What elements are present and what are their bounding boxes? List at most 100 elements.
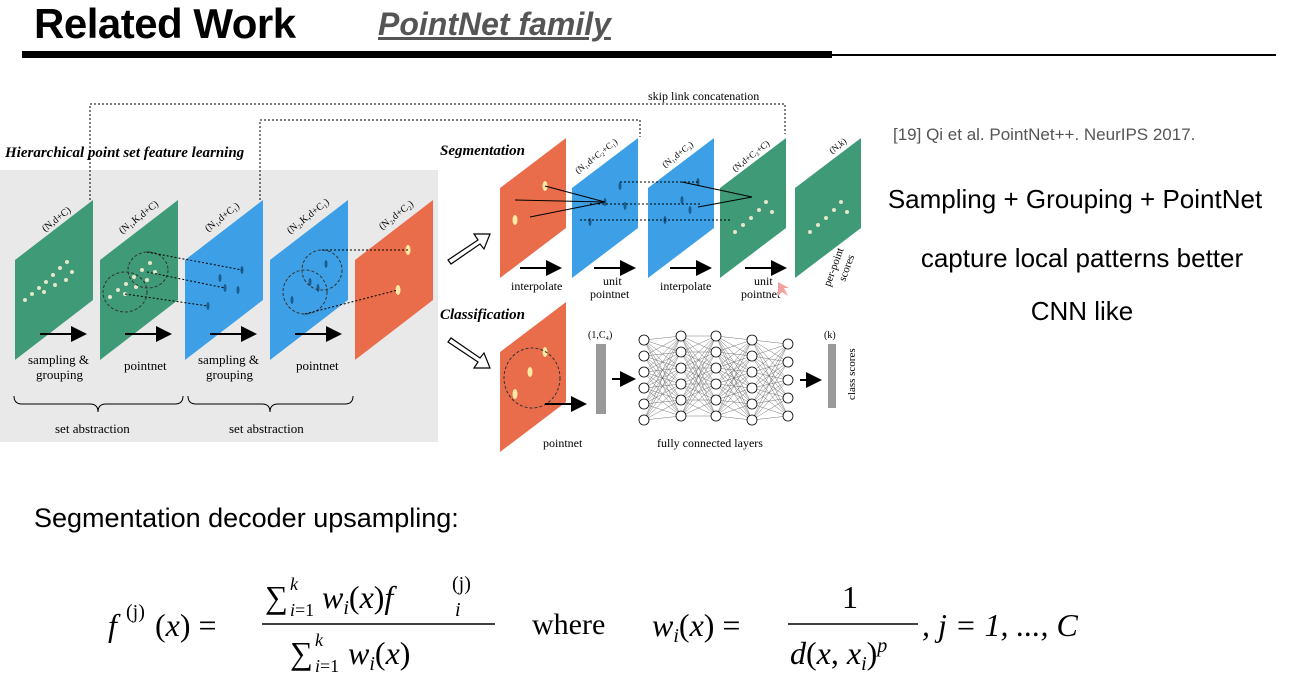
fc-edge	[643, 335, 682, 357]
op-interpolate-1: interpolate	[511, 279, 562, 293]
bullet-local-patterns: capture local patterns better	[920, 243, 1244, 273]
fc-edge	[715, 415, 753, 421]
formula-where: where	[532, 608, 605, 641]
op-grouping-1: grouping	[36, 367, 83, 382]
cursor-icon	[778, 282, 789, 296]
fc-edge	[751, 361, 789, 373]
svg-text:k: k	[315, 630, 324, 650]
svg-text:∑: ∑	[265, 579, 288, 615]
svg-text:wi(x): wi(x)	[348, 635, 410, 675]
set-abstraction-1: set abstraction	[55, 421, 130, 436]
input-points	[23, 260, 74, 302]
bullet-cnn-like: CNN like	[1030, 296, 1134, 326]
svg-text:i=1: i=1	[315, 656, 339, 676]
fc-edge	[751, 415, 789, 421]
bullet-sampling-grouping: Sampling + Grouping + PointNet	[887, 184, 1263, 214]
op-interpolate-2: interpolate	[660, 279, 711, 293]
set-abstraction-2: set abstraction	[229, 421, 304, 436]
fc-edge	[751, 355, 789, 381]
fc-edge	[751, 343, 789, 357]
fc-edge	[680, 335, 717, 385]
fc-edge	[751, 339, 789, 381]
title-rule-thin	[832, 54, 1276, 56]
fc-edge	[715, 403, 753, 417]
skip-link-line-2	[259, 119, 641, 200]
fc-edge	[751, 371, 789, 381]
decoder-label: Segmentation decoder upsampling:	[34, 503, 459, 533]
fc-edge	[680, 335, 717, 353]
cls-plane	[500, 302, 566, 452]
svg-text:d(x, xi)p: d(x, xi)p	[790, 635, 887, 675]
citation: [19] Qi et al. PointNet++. NeurIPS 2017.	[893, 125, 1196, 144]
svg-text:i: i	[455, 599, 461, 621]
plane-grouped-1	[100, 200, 178, 360]
fc-edge	[751, 339, 789, 417]
fc-network	[643, 335, 789, 421]
op-unit-1a: unit	[603, 274, 622, 288]
seg-plane-2	[572, 138, 638, 278]
fc-edge	[643, 335, 682, 341]
op-unit-2b: pointnet	[741, 287, 781, 301]
plane-input	[15, 200, 93, 360]
seg-plane-5	[795, 138, 861, 278]
fc-edge	[715, 339, 753, 353]
fc-edge	[715, 339, 753, 401]
fc-edge	[751, 379, 789, 421]
svg-text:f: f	[108, 607, 121, 643]
op-pointnet-2: pointnet	[296, 358, 339, 373]
svg-text:wi(x) =: wi(x) =	[652, 607, 740, 647]
op-unit-2a: unit	[754, 274, 773, 288]
fc-edge	[680, 367, 717, 417]
seg-plane-4	[720, 138, 786, 278]
fc-edge	[751, 355, 789, 399]
svg-text:1: 1	[842, 579, 858, 615]
fc-edge	[751, 397, 789, 405]
fc-nodes	[638, 330, 794, 426]
fc-edge	[643, 335, 682, 389]
vec-k-label: (k)	[824, 330, 836, 341]
grouped-points	[108, 261, 157, 299]
fc-edge	[751, 343, 789, 421]
fc-edge	[715, 339, 753, 417]
fc-edge	[751, 339, 789, 345]
skip-link-line-1	[89, 103, 786, 200]
fc-edge	[643, 383, 682, 421]
vec-c4-label: (1,C₄)	[588, 330, 612, 341]
op-sampling-2: sampling &	[198, 352, 259, 367]
fc-edge	[751, 355, 789, 363]
fc-edge	[643, 335, 682, 405]
formula-tail: , j = 1, ..., C	[922, 607, 1078, 643]
fc-edge	[751, 339, 789, 399]
pointnet-architecture-diagram: Hierarchical point set feature learning …	[0, 89, 861, 452]
fc-edge	[643, 335, 682, 373]
fc-edge	[751, 397, 789, 421]
fc-edge	[643, 335, 682, 421]
fc-edge	[643, 399, 682, 421]
fc-edge	[680, 335, 717, 369]
interpolation-formula: f (j) (x) = ∑ k i=1 wi(x)f i (j) ∑ k i=1…	[108, 573, 1078, 676]
fc-edge	[751, 343, 789, 373]
fc-edge	[680, 335, 717, 401]
svg-text:(j): (j)	[126, 601, 145, 623]
op-unit-1b: pointnet	[590, 287, 630, 301]
op-grouping-2: grouping	[206, 367, 253, 382]
fc-edge	[715, 339, 753, 369]
fc-edge	[715, 387, 753, 417]
plane-features-1	[185, 200, 263, 360]
svg-text:wi(x)f: wi(x)f	[322, 579, 397, 619]
fc-edge	[680, 399, 717, 417]
op-sampling-1: sampling &	[28, 352, 89, 367]
title-rule-thick	[22, 51, 832, 58]
fc-edge	[643, 367, 682, 421]
fc-edge	[751, 339, 789, 363]
segmentation-title: Segmentation	[440, 143, 525, 159]
svg-text:(j): (j)	[452, 573, 471, 595]
fc-edge	[715, 339, 753, 385]
fc-edge	[751, 343, 789, 405]
fc-edge	[751, 371, 789, 417]
fc-edge	[751, 361, 789, 405]
op-fc-layers: fully connected layers	[657, 436, 763, 450]
hierarchical-title: Hierarchical point set feature learning	[4, 145, 245, 161]
svg-text:i=1: i=1	[290, 600, 314, 620]
fc-edge	[715, 355, 753, 417]
